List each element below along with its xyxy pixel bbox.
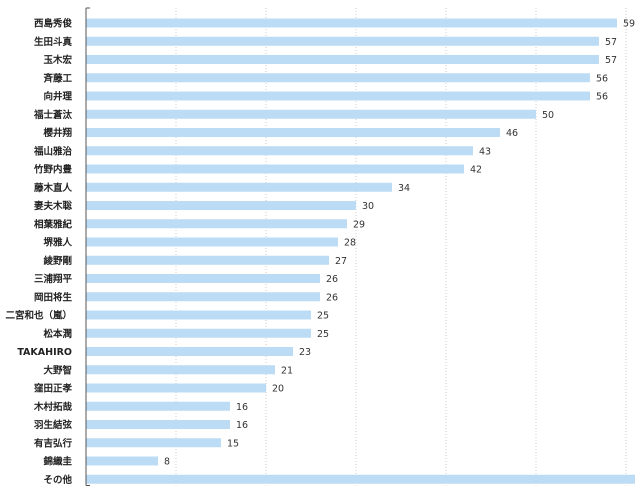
- category-label: 相葉雅紀: [34, 218, 73, 230]
- bar: [86, 420, 230, 429]
- category-label: 妻夫木聡: [34, 200, 73, 212]
- value-label: 42: [470, 165, 482, 176]
- category-label: 羽生結弦: [34, 419, 73, 431]
- value-label: 28: [344, 238, 356, 249]
- value-label: 25: [317, 311, 329, 322]
- category-label: TAKAHIRO: [17, 347, 72, 358]
- value-label: 34: [398, 183, 410, 194]
- value-label: 21: [281, 365, 293, 376]
- category-label: 向井理: [43, 91, 72, 103]
- bar: [86, 365, 275, 375]
- value-label: 27: [335, 256, 347, 267]
- value-label: 15: [227, 438, 239, 449]
- bar: [86, 109, 536, 119]
- bar: [86, 182, 392, 192]
- category-label: 二宮和也（嵐）: [5, 310, 72, 322]
- bar: [86, 401, 230, 411]
- bar: [86, 146, 473, 156]
- bar: [86, 328, 311, 338]
- category-label: 福士蒼汰: [33, 109, 73, 121]
- value-label: 50: [542, 110, 554, 121]
- category-label: 生田斗真: [34, 36, 73, 48]
- bar: [86, 255, 329, 265]
- bar: [86, 201, 356, 210]
- value-label: 56: [596, 92, 608, 103]
- value-label: 43: [479, 146, 491, 157]
- bar: [86, 474, 635, 484]
- value-label: 46: [506, 128, 518, 139]
- bar: [86, 73, 590, 83]
- category-label: 三浦翔平: [34, 273, 73, 285]
- value-label: 59: [623, 19, 635, 30]
- bar: [86, 237, 338, 247]
- value-label: 20: [272, 384, 284, 395]
- value-label: 29: [353, 219, 365, 230]
- bar: [86, 18, 617, 28]
- category-label: 大野智: [43, 364, 72, 376]
- category-label: 藤木直人: [34, 182, 73, 194]
- category-label: 竹野内豊: [33, 164, 73, 176]
- value-label: 30: [362, 201, 374, 212]
- bar: [86, 292, 320, 302]
- bar: [86, 438, 221, 448]
- bar: [86, 36, 599, 46]
- bar: [86, 91, 590, 101]
- category-label: その他: [43, 474, 72, 486]
- category-label: 錦織圭: [42, 456, 72, 468]
- category-label: 有吉弘行: [34, 437, 73, 449]
- value-label: 56: [596, 73, 608, 84]
- bar: [86, 274, 320, 283]
- bar: [86, 55, 599, 64]
- bar: [86, 164, 464, 174]
- value-label: 25: [317, 329, 329, 340]
- category-label: 岡田将生: [34, 291, 73, 303]
- value-label: 16: [236, 402, 248, 413]
- category-label: 松本潤: [43, 328, 72, 340]
- category-label: 窪田正孝: [34, 383, 73, 395]
- bar: [86, 383, 266, 393]
- bar: [86, 310, 311, 320]
- bar: [86, 219, 347, 229]
- bar: [86, 456, 158, 466]
- bar: [86, 347, 293, 356]
- category-label: 西島秀俊: [34, 18, 73, 30]
- category-label: 櫻井翔: [42, 127, 72, 139]
- category-label: 木村拓哉: [33, 401, 73, 413]
- category-label: 玉木宏: [43, 54, 72, 66]
- bar: [86, 128, 500, 137]
- category-label: 堺雅人: [43, 237, 72, 249]
- value-label: 8: [164, 457, 170, 468]
- category-label: 斉藤工: [43, 72, 72, 84]
- value-label: 57: [605, 55, 617, 66]
- value-label: 23: [299, 347, 311, 358]
- category-label: 福山雅治: [33, 145, 73, 157]
- value-label: 26: [326, 274, 338, 285]
- value-label: 57: [605, 37, 617, 48]
- value-label: 26: [326, 292, 338, 303]
- category-label: 綾野剛: [43, 255, 72, 267]
- value-label: 16: [236, 420, 248, 431]
